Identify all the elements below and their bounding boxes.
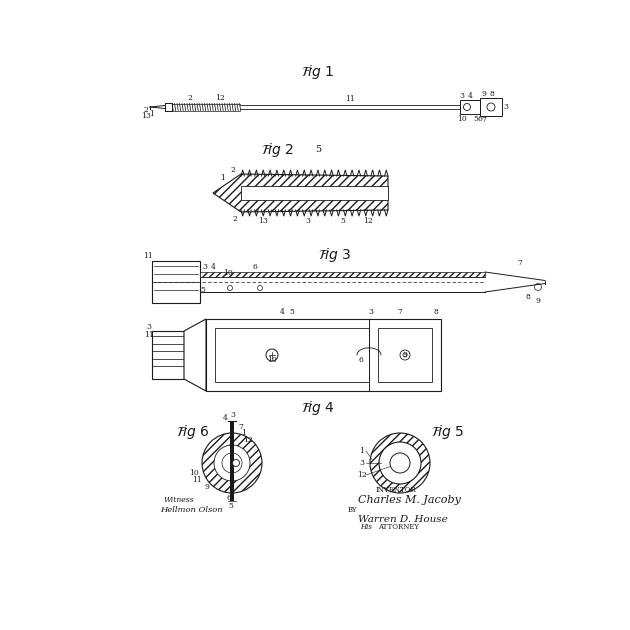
Text: 5: 5 <box>474 115 478 123</box>
Polygon shape <box>184 319 206 391</box>
Text: 10: 10 <box>267 356 277 364</box>
Text: 3: 3 <box>147 323 151 331</box>
Text: 7: 7 <box>481 116 486 124</box>
Text: 1: 1 <box>360 447 364 455</box>
Text: 12: 12 <box>215 94 225 102</box>
Text: 3: 3 <box>503 103 508 111</box>
Text: 5: 5 <box>341 217 345 225</box>
Text: 6: 6 <box>253 263 258 271</box>
Bar <box>480 98 502 116</box>
Text: 11: 11 <box>143 252 153 260</box>
Bar <box>460 100 480 114</box>
Text: 9: 9 <box>205 483 209 491</box>
Text: $\mathcal{F}\!ig\ 2$: $\mathcal{F}\!ig\ 2$ <box>261 141 295 159</box>
Circle shape <box>202 433 262 493</box>
Text: $\mathcal{F}\!ig\ 4$: $\mathcal{F}\!ig\ 4$ <box>301 399 335 417</box>
Text: Warren D. House: Warren D. House <box>358 515 448 524</box>
Bar <box>152 331 184 379</box>
Bar <box>152 261 200 303</box>
Text: 10: 10 <box>223 269 233 277</box>
Text: 2: 2 <box>232 215 238 223</box>
Circle shape <box>232 459 239 466</box>
Bar <box>200 272 485 277</box>
Text: 4: 4 <box>210 263 215 271</box>
Text: 3: 3 <box>360 459 365 467</box>
Text: 3: 3 <box>306 217 311 225</box>
Text: Charles M. Jacoby: Charles M. Jacoby <box>358 495 461 505</box>
Text: 1: 1 <box>241 429 246 437</box>
Polygon shape <box>213 174 388 212</box>
Text: 3: 3 <box>231 411 236 419</box>
Bar <box>230 421 234 501</box>
Text: $\mathcal{F}\!ig\ 1$: $\mathcal{F}\!ig\ 1$ <box>301 63 335 81</box>
Text: 8: 8 <box>433 308 438 316</box>
Text: His: His <box>360 523 372 531</box>
Text: 6: 6 <box>227 494 231 502</box>
Text: 11: 11 <box>192 476 202 484</box>
Circle shape <box>370 433 430 493</box>
Text: 7: 7 <box>239 423 243 431</box>
Text: 9: 9 <box>536 297 541 305</box>
Bar <box>378 328 432 382</box>
Text: Witness: Witness <box>163 496 193 504</box>
Bar <box>241 186 388 200</box>
Circle shape <box>403 353 407 357</box>
Text: 10: 10 <box>457 115 467 123</box>
Text: 5: 5 <box>200 286 205 294</box>
Text: 13: 13 <box>141 112 151 120</box>
Bar <box>215 328 369 382</box>
Text: 12: 12 <box>363 217 373 225</box>
Text: 10: 10 <box>189 469 199 477</box>
Text: INVENTOR: INVENTOR <box>376 486 417 494</box>
Text: 3: 3 <box>459 92 464 100</box>
Text: 2: 2 <box>188 94 192 102</box>
Circle shape <box>214 445 250 481</box>
Text: 3: 3 <box>369 308 374 316</box>
Circle shape <box>379 442 421 484</box>
Text: 11: 11 <box>144 331 154 339</box>
Text: 8: 8 <box>525 293 530 301</box>
Circle shape <box>390 453 410 473</box>
Text: 5: 5 <box>290 308 294 316</box>
Text: 9: 9 <box>403 351 408 359</box>
Text: 6: 6 <box>358 356 364 364</box>
Text: 12: 12 <box>243 436 253 444</box>
Text: 2: 2 <box>144 106 149 114</box>
Text: 13: 13 <box>258 217 268 225</box>
Text: 3: 3 <box>202 263 207 271</box>
Circle shape <box>222 453 242 473</box>
Text: 1: 1 <box>220 174 226 182</box>
Text: 2: 2 <box>231 166 236 174</box>
Text: 1: 1 <box>149 110 154 118</box>
Text: BY: BY <box>348 506 358 514</box>
Text: 7: 7 <box>398 308 403 316</box>
Text: 12: 12 <box>357 471 367 479</box>
Text: $\mathcal{F}\!ig\ 5$: $\mathcal{F}\!ig\ 5$ <box>432 423 465 441</box>
Text: 4: 4 <box>222 414 227 422</box>
Text: 11: 11 <box>345 95 355 103</box>
Text: 4: 4 <box>467 92 472 100</box>
Text: 7: 7 <box>518 259 522 267</box>
Text: 4: 4 <box>280 308 284 316</box>
Text: 5: 5 <box>229 502 234 510</box>
Text: $\mathcal{F}\!ig\ 3$: $\mathcal{F}\!ig\ 3$ <box>318 246 352 264</box>
Text: 8: 8 <box>490 90 495 98</box>
Text: 6: 6 <box>478 115 483 123</box>
Text: Hellmon Olson: Hellmon Olson <box>160 506 222 514</box>
Text: $\mathcal{F}\!ig\ 6$: $\mathcal{F}\!ig\ 6$ <box>176 423 210 441</box>
Bar <box>206 319 441 391</box>
Text: ATTORNEY: ATTORNEY <box>378 523 419 531</box>
Text: 9: 9 <box>481 90 486 98</box>
Text: 5: 5 <box>315 146 321 154</box>
